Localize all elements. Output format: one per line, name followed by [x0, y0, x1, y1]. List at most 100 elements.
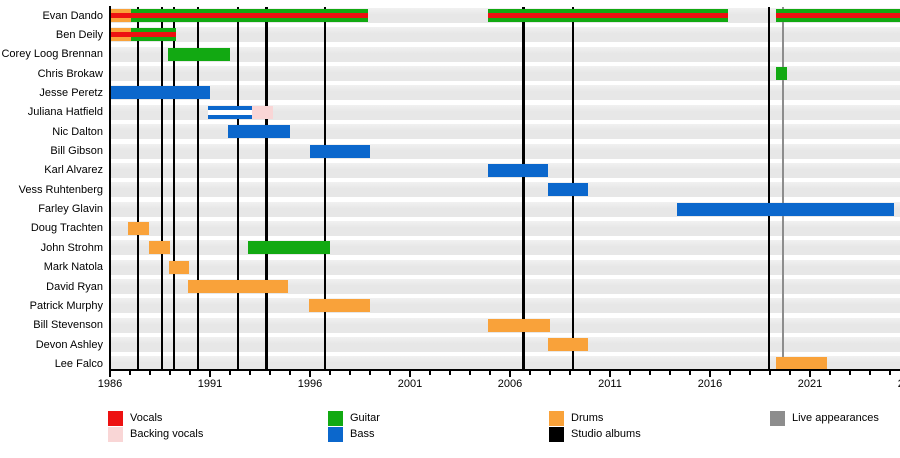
- member-label: Bill Stevenson: [33, 319, 103, 332]
- x-tick: [589, 371, 591, 375]
- tenure-bar: [776, 67, 787, 81]
- tenure-bar: [488, 318, 550, 332]
- x-tick-label: 1986: [97, 378, 123, 390]
- tenure-bar: [110, 86, 210, 100]
- member-row-band: [111, 298, 900, 314]
- studio-album-line: [767, 7, 771, 370]
- tenure-bar: [149, 241, 170, 255]
- x-tick: [349, 371, 351, 375]
- tenure-bar: [248, 241, 330, 255]
- vocals-legend-swatch: [108, 411, 123, 426]
- studio-album-line: [172, 7, 176, 370]
- x-tick-label: 2006: [497, 378, 523, 390]
- x-tick: [749, 371, 751, 375]
- tenure-bar: [548, 183, 588, 197]
- plot-area: Evan Dando Ben Deily Corey Loog Brennan Chr…: [1, 6, 900, 390]
- member-row-band: [111, 27, 900, 43]
- x-tick: [729, 371, 731, 375]
- x-tick-label: 1991: [197, 378, 223, 390]
- vocals-stripe: [131, 32, 176, 38]
- x-tick: [229, 371, 231, 375]
- x-tick: [569, 371, 571, 375]
- member-label: Vess Ruhtenberg: [18, 183, 103, 196]
- studio-album-line: [236, 7, 240, 370]
- backing_vocals-legend-swatch: [108, 427, 123, 442]
- x-tick: [889, 371, 891, 375]
- legend-label: Drums: [571, 412, 604, 424]
- tenure-bar: [488, 9, 728, 22]
- tenure-bar: [110, 9, 131, 22]
- legend-label: Live appearances: [792, 412, 879, 424]
- x-tick: [669, 371, 671, 375]
- bass-legend-swatch: [328, 427, 343, 442]
- tenure-bar: [169, 260, 189, 274]
- member-label: Farley Glavin: [38, 203, 103, 216]
- vocals-stripe: [776, 13, 900, 18]
- member-label: Juliana Hatfield: [27, 106, 103, 119]
- studio-album-line: [136, 7, 140, 370]
- x-tick: [269, 371, 271, 375]
- legend: Vocals Backing vocals Guitar Bass Drums Studi…: [0, 400, 900, 458]
- member-label: Nic Dalton: [52, 125, 103, 138]
- member-label: Ben Deily: [55, 28, 103, 41]
- x-tick: [169, 371, 171, 375]
- studio-album-line: [160, 7, 164, 370]
- member-row-band: [111, 279, 900, 295]
- x-tick-label: 1996: [297, 378, 323, 390]
- x-tick-label: 2016: [697, 378, 723, 390]
- y-axis: [109, 6, 111, 371]
- white-stripe: [208, 109, 252, 115]
- vocals-stripe: [488, 13, 728, 18]
- member-label: Devon Ashley: [35, 338, 103, 351]
- tenure-bar: [128, 221, 149, 235]
- x-tick: [709, 371, 711, 377]
- x-tick-label: 2011: [598, 378, 622, 390]
- member-label: David Ryan: [46, 280, 103, 293]
- member-row-band: [111, 259, 900, 275]
- member-label: Patrick Murphy: [29, 299, 103, 312]
- studio-album-line: [522, 7, 525, 370]
- tenure-bar: [188, 280, 288, 294]
- tenure-bar: [488, 163, 548, 177]
- tenure-bar: [310, 144, 370, 158]
- drums-legend-swatch: [549, 411, 564, 426]
- studio-album-line: [323, 7, 327, 370]
- vocals-stripe: [110, 13, 131, 18]
- vocals-stripe: [110, 32, 131, 38]
- member-label: Chris Brokaw: [37, 67, 103, 80]
- member-row-band: [111, 104, 900, 120]
- vocals-stripe: [131, 13, 368, 18]
- member-label: Corey Loog Brennan: [1, 48, 103, 61]
- x-tick: [329, 371, 331, 375]
- live_appearances-legend-swatch: [770, 411, 785, 426]
- x-tick: [649, 371, 651, 375]
- x-tick: [689, 371, 691, 375]
- x-tick-label: 2026: [888, 378, 900, 390]
- x-tick: [609, 371, 611, 377]
- live-appearance-line: [781, 7, 785, 370]
- x-tick: [849, 371, 851, 375]
- studio-album-line: [196, 7, 200, 370]
- x-tick: [429, 371, 431, 375]
- member-row-band: [111, 143, 900, 159]
- x-tick: [369, 371, 371, 375]
- studio_albums-legend-swatch: [549, 427, 564, 442]
- member-label: Karl Alvarez: [44, 164, 103, 177]
- member-label: Lee Falco: [54, 357, 103, 370]
- member-row-band: [111, 85, 900, 101]
- guitar-legend-swatch: [328, 411, 343, 426]
- x-tick: [829, 371, 831, 375]
- tenure-bar: [228, 125, 290, 139]
- x-tick: [109, 371, 111, 377]
- x-tick: [469, 371, 471, 375]
- member-label: Bill Gibson: [50, 145, 103, 158]
- x-tick: [129, 371, 131, 375]
- member-label: John Strohm: [40, 241, 103, 254]
- tenure-bar: [252, 105, 273, 119]
- x-axis: [109, 369, 900, 371]
- member-row-band: [111, 124, 900, 140]
- member-label: Evan Dando: [42, 9, 103, 22]
- member-label: Doug Trachten: [30, 222, 103, 235]
- x-tick: [449, 371, 451, 375]
